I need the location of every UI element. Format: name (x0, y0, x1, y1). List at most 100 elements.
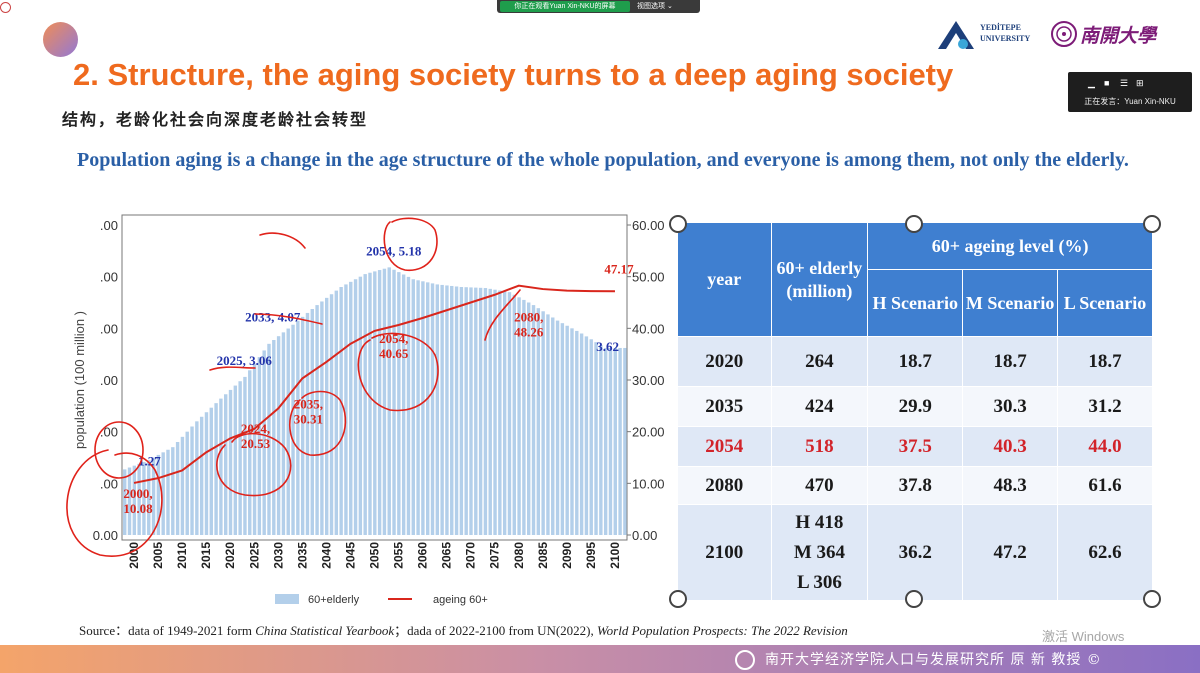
chart-bar (243, 376, 247, 535)
elderly-l: L 306 (796, 571, 842, 593)
x-tick-label: 2045 (343, 542, 357, 569)
header-elderly: 60+ elderly (million) (770, 222, 869, 337)
line-layer (133, 284, 615, 484)
y-right-tick-label: 0.00 (632, 528, 657, 543)
chart-bar (406, 276, 411, 535)
chart-bar (435, 284, 440, 535)
stop-icon[interactable]: ■ (1104, 78, 1110, 88)
chart-bar (430, 283, 435, 535)
cell-year: 2020 (677, 336, 772, 387)
chart-bar (512, 294, 516, 535)
aging-scenario-table: year 60+ elderly (million) 60+ ageing le… (677, 222, 1153, 601)
chart-bar (344, 284, 348, 535)
x-tick-label: 2025 (247, 542, 261, 569)
chart-bar (199, 416, 204, 535)
footer-bar: 南开大学经济学院人口与发展研究所 原 新 教授 © (0, 645, 1200, 673)
chart-bar (320, 301, 324, 535)
resize-handle-top[interactable] (905, 215, 923, 233)
red-data-label-value: 20.53 (241, 436, 271, 451)
chart-bar (368, 272, 372, 535)
chart-bar (459, 287, 464, 535)
red-data-label-value: 40.65 (379, 346, 409, 361)
chart-bar (257, 357, 262, 535)
chart-bar (329, 294, 334, 535)
chart-bar (132, 465, 137, 535)
elderly-m: M 364 (793, 541, 845, 563)
view-options-button[interactable]: 视图选项 ⌄ (637, 1, 673, 12)
x-tick-label: 2005 (151, 542, 165, 569)
red-data-label-value: 48.26 (514, 325, 544, 340)
chart-bar (421, 281, 425, 535)
red-data-label-value: 30.31 (294, 411, 323, 426)
y-left-tick-label: .00 (100, 270, 118, 285)
chart-bar (281, 332, 286, 535)
chart-bar (339, 287, 343, 535)
x-tick-label: 2050 (368, 542, 382, 569)
meeting-control-panel: ▁ ■ ☰ ⊞ 正在发言：Yuan Xin-NKU (1068, 72, 1192, 112)
elderly-h: H 418 (795, 511, 844, 533)
minimize-icon[interactable]: ▁ (1088, 78, 1095, 88)
chart-bar (358, 276, 363, 535)
y-right-tick-label: 30.00 (632, 373, 665, 388)
x-tick-label: 2035 (295, 542, 309, 569)
legend-label-bars: 60+elderly (308, 594, 360, 606)
grid-view-icon[interactable]: ⊞ (1136, 78, 1144, 88)
ticks-layer: 60.00 50.00 40.00 30.00 20.00 10.00 0.00 .00 .00… (72, 218, 665, 569)
decorative-circle (43, 22, 78, 57)
resize-handle-top-right[interactable] (1143, 215, 1161, 233)
chart-bar (527, 302, 531, 535)
cell-m: 18.7 (962, 336, 1059, 387)
red-data-label-value: 10.08 (123, 501, 153, 516)
red-data-label: 2035, (294, 396, 323, 411)
slide-title: 2. Structure, the aging society turns to… (73, 57, 954, 92)
chart-bar (286, 328, 290, 535)
chart-bar (555, 320, 560, 535)
cell-h: 37.8 (867, 466, 964, 505)
blue-data-label: 2054, 5.18 (366, 243, 422, 258)
chart-bar (517, 297, 521, 535)
chart-bar (560, 323, 565, 535)
slide-subtitle: 结构，老龄化社会向深度老龄社会转型 (62, 110, 369, 129)
screen-share-bar: 你正在观看Yuan Xin-NKU的屏幕 视图选项 ⌄ (497, 0, 700, 13)
chart-bar (151, 457, 156, 535)
y-right-tick-label: 20.00 (632, 425, 665, 440)
resize-handle-top-left[interactable] (669, 215, 687, 233)
chart-bar (300, 316, 305, 535)
yeditepe-emblem-icon (938, 21, 974, 49)
chart-bar (349, 281, 353, 535)
resize-handle-bottom[interactable] (905, 590, 923, 608)
x-tick-label: 2075 (488, 542, 502, 569)
x-tick-label: 2090 (560, 542, 574, 569)
header-l-scenario: L Scenario (1057, 269, 1153, 337)
chart-bar (204, 412, 209, 535)
chart-bar (377, 270, 382, 535)
x-tick-label: 2070 (464, 542, 478, 569)
table-row: 2080 470 37.8 48.3 61.6 (677, 466, 1153, 505)
chart-bar (382, 268, 387, 535)
yeditepe-name: YEDİTEPE (980, 23, 1021, 32)
cell-h: 37.5 (867, 426, 964, 467)
chart-bar (272, 340, 276, 535)
chart-bar (579, 333, 584, 535)
source-report: World Population Prospects: The 2022 Rev… (597, 623, 848, 638)
y-left-tick-label: 0.00 (93, 528, 118, 543)
chart-bar (584, 336, 589, 535)
chart-bar (209, 407, 213, 535)
resize-handle-bottom-left[interactable] (669, 590, 687, 608)
cell-m: 30.3 (962, 386, 1059, 427)
chart-bar (618, 347, 622, 535)
chart-bar (608, 347, 613, 535)
chart-legend: 60+elderly ageing 60+ (275, 594, 488, 606)
red-data-label: 2024, (241, 421, 270, 436)
chart-bar (310, 309, 314, 535)
chart-bar (180, 436, 185, 535)
footer-credit: 南开大学经济学院人口与发展研究所 原 新 教授 © (765, 652, 1102, 668)
cell-l: 62.6 (1057, 504, 1153, 601)
chart-bar (483, 288, 488, 535)
resize-handle-bottom-right[interactable] (1143, 590, 1161, 608)
cell-l: 44.0 (1057, 426, 1153, 467)
chart-bar (397, 272, 401, 535)
list-view-icon[interactable]: ☰ (1120, 78, 1129, 88)
x-tick-label: 2000 (127, 542, 141, 569)
nankai-logo: 南開大學 (1050, 17, 1168, 51)
